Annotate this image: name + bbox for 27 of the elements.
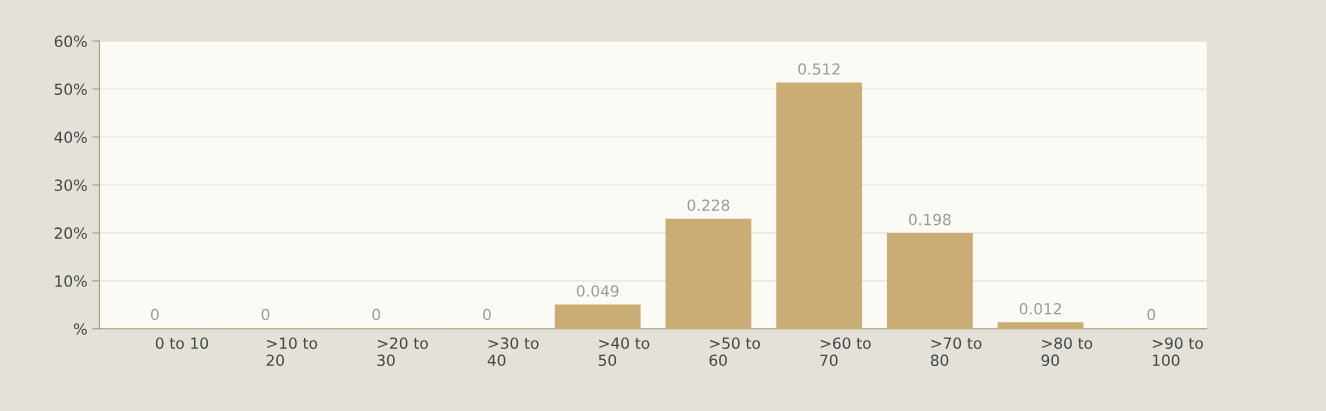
data-label: 0.228 [687,199,730,211]
data-label: 0 [1147,308,1156,321]
y-tick-label: 20% [54,227,87,239]
data-label: 0.049 [576,285,619,297]
x-tick-label: >50 to 60 [709,337,761,367]
data-label: 0 [150,308,159,321]
data-label: 0.012 [1019,302,1061,315]
data-label: 0.198 [909,213,951,226]
x-tick-label: >80 to 90 [1041,337,1093,367]
y-tick-label: 30% [54,179,87,191]
x-tick-label: >60 to 70 [820,337,871,367]
y-tick-label: 60% [54,35,87,48]
x-tick-label: >20 to 30 [377,337,428,367]
x-tick-label: >10 to 20 [266,337,318,367]
data-label: 0.512 [798,63,840,75]
x-tick-label: >70 to 80 [930,337,982,367]
x-tick-label: >30 to 40 [487,337,539,367]
y-tick-label: % [73,323,87,335]
data-label: 0 [483,308,491,321]
x-tick-label: >90 to 100 [1152,337,1203,367]
data-label: 0 [372,308,381,321]
x-tick-label: >40 to 50 [598,337,650,367]
x-tick-label: 0 to 10 [155,337,209,349]
y-tick-label: 40% [54,131,87,144]
y-tick-label: 50% [54,83,87,96]
data-label: 0 [261,308,270,321]
y-tick-label: 10% [55,275,87,287]
